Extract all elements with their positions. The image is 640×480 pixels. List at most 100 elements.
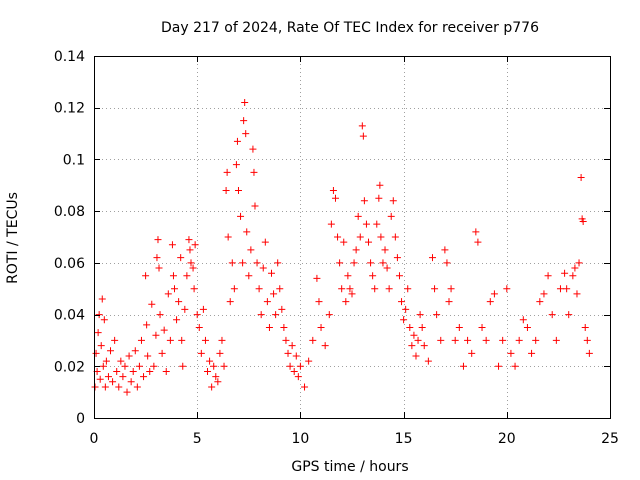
data-point [585, 349, 593, 357]
data-point [445, 298, 453, 306]
data-point [556, 285, 564, 293]
data-point [97, 342, 105, 350]
data-point [296, 362, 304, 370]
y-tick-label: 0.08 [54, 204, 85, 220]
data-point [282, 336, 290, 344]
data-point [340, 238, 348, 246]
x-tick-label: 15 [395, 431, 413, 447]
data-point [185, 236, 193, 244]
data-point [433, 311, 441, 319]
y-tick-label: 0.14 [54, 49, 85, 65]
data-point [247, 246, 255, 254]
data-point [532, 336, 540, 344]
data-point [199, 305, 207, 313]
data-point [290, 367, 298, 375]
data-point [301, 383, 309, 391]
data-point [294, 373, 302, 381]
data-point [573, 290, 581, 298]
data-point [455, 324, 463, 331]
data-point [315, 298, 323, 306]
data-point [98, 295, 106, 303]
data-point [379, 259, 387, 267]
data-point [240, 117, 248, 125]
data-point [117, 357, 125, 365]
data-point [178, 336, 186, 344]
data-point [177, 254, 185, 262]
data-point [334, 233, 342, 241]
data-point [393, 254, 401, 262]
x-tick-label: 20 [498, 431, 516, 447]
data-point [170, 285, 178, 293]
data-point [400, 316, 408, 324]
y-tick-label: 0.02 [54, 359, 85, 375]
data-point [365, 238, 373, 246]
data-point [237, 212, 245, 220]
data-point [309, 336, 317, 344]
data-point [245, 272, 253, 280]
data-point [142, 272, 150, 280]
data-point [261, 238, 269, 246]
data-point [191, 241, 199, 249]
data-point [292, 352, 300, 360]
data-point [552, 336, 560, 344]
data-point [381, 246, 389, 254]
data-point [230, 285, 238, 293]
y-tick-label: 0.1 [63, 152, 85, 168]
data-point [350, 259, 358, 267]
data-point [234, 186, 242, 194]
data-point [131, 347, 139, 355]
data-point [190, 285, 198, 293]
y-tick-label: 0.12 [54, 101, 85, 117]
data-point [464, 336, 472, 344]
data-point [428, 254, 436, 262]
data-point [119, 373, 127, 381]
data-point [495, 362, 503, 370]
data-point [152, 331, 160, 339]
data-point [135, 362, 143, 370]
data-point [371, 285, 379, 293]
data-point [420, 342, 428, 350]
data-point [121, 362, 129, 370]
data-point [189, 264, 197, 272]
data-point [197, 349, 205, 357]
data-point [344, 272, 352, 280]
data-point [327, 220, 335, 228]
data-point [402, 305, 410, 313]
data-point [447, 285, 455, 293]
data-point [220, 362, 228, 370]
data-point [127, 378, 135, 386]
data-point [113, 367, 121, 375]
data-point [536, 298, 544, 306]
data-point [437, 336, 445, 344]
data-point [140, 373, 148, 381]
data-point [241, 99, 249, 107]
data-point [474, 238, 482, 246]
data-point [286, 362, 294, 370]
data-point [232, 161, 240, 169]
data-point [329, 186, 337, 194]
data-point [482, 336, 490, 344]
x-tick-label: 10 [291, 431, 309, 447]
data-point [528, 349, 536, 357]
data-point [91, 383, 99, 391]
data-points [91, 99, 593, 396]
data-point [499, 336, 507, 344]
data-point [410, 331, 418, 339]
y-tick-label: 0.06 [54, 256, 85, 272]
data-point [233, 137, 241, 145]
data-point [214, 378, 222, 386]
data-point [369, 272, 377, 280]
data-point [96, 375, 104, 383]
data-point [571, 264, 579, 272]
data-point [239, 259, 247, 267]
data-point [257, 311, 265, 319]
data-point [348, 290, 356, 298]
data-point [561, 269, 569, 277]
data-point [154, 236, 162, 244]
data-point [352, 246, 360, 254]
data-point [156, 311, 164, 319]
data-point [472, 228, 480, 236]
data-point [100, 316, 108, 324]
data-point [424, 357, 432, 365]
